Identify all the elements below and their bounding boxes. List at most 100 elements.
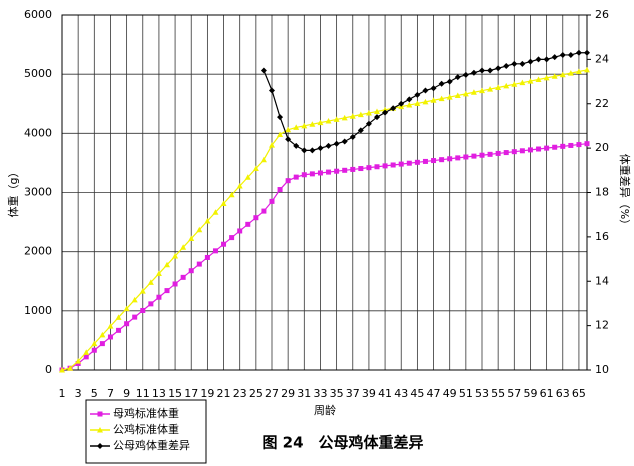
data-point xyxy=(229,235,235,241)
data-point xyxy=(221,241,227,247)
data-point xyxy=(511,149,517,155)
data-point xyxy=(293,174,299,180)
data-point xyxy=(99,341,105,347)
data-point xyxy=(479,152,485,158)
data-point xyxy=(559,71,566,78)
data-point xyxy=(422,87,429,94)
data-point xyxy=(519,148,525,154)
data-point xyxy=(575,68,582,75)
data-point xyxy=(326,169,332,175)
data-point xyxy=(470,69,477,76)
x-tick-label: 61 xyxy=(540,387,554,400)
data-point xyxy=(164,288,170,294)
data-point xyxy=(349,113,356,119)
data-point xyxy=(91,347,97,353)
x-tick-label: 39 xyxy=(362,387,376,400)
data-point xyxy=(543,74,550,81)
series-line xyxy=(61,143,588,371)
data-point xyxy=(503,63,510,70)
x-tick-label: 13 xyxy=(152,387,166,400)
data-point xyxy=(244,174,251,180)
data-point xyxy=(260,156,267,163)
x-tick-label: 55 xyxy=(491,387,505,400)
data-point xyxy=(91,340,98,347)
data-point xyxy=(430,97,437,103)
data-point xyxy=(487,86,494,92)
y2-tick-label: 26 xyxy=(595,8,609,21)
y-tick-label: 1000 xyxy=(24,304,52,317)
y-tick-label: 2000 xyxy=(24,245,52,258)
data-point xyxy=(454,92,461,98)
data-point xyxy=(124,321,130,327)
data-point xyxy=(253,215,259,221)
data-point xyxy=(123,305,130,312)
data-point xyxy=(220,200,227,207)
data-point xyxy=(325,142,332,149)
data-point xyxy=(188,268,194,274)
y2-tick-label: 10 xyxy=(595,363,609,376)
y-tick-label: 4000 xyxy=(24,126,52,139)
data-point xyxy=(455,155,461,161)
legend-label: 母鸡标准体重 xyxy=(113,406,179,420)
data-point xyxy=(511,60,518,67)
data-point xyxy=(487,67,494,74)
data-point xyxy=(431,158,437,164)
data-point xyxy=(252,165,259,171)
data-point xyxy=(107,334,113,340)
data-point xyxy=(584,141,590,147)
data-point xyxy=(406,96,413,103)
legend-marker xyxy=(97,427,103,433)
data-point xyxy=(382,106,389,113)
data-point xyxy=(180,274,186,280)
x-tick-label: 37 xyxy=(346,387,360,400)
data-point xyxy=(503,82,510,89)
data-point xyxy=(527,58,534,65)
data-point xyxy=(341,138,348,145)
data-point xyxy=(317,170,323,176)
y2-tick-label: 24 xyxy=(595,52,609,65)
data-point xyxy=(261,208,267,214)
data-point xyxy=(551,54,558,61)
x-tick-label: 11 xyxy=(136,387,150,400)
legend-box xyxy=(85,399,207,464)
x-tick-label: 53 xyxy=(475,387,489,400)
x-tick-label: 63 xyxy=(556,387,570,400)
y2-tick-label: 20 xyxy=(595,141,609,154)
x-tick-label: 65 xyxy=(572,387,586,400)
x-tick-label: 43 xyxy=(394,387,408,400)
x-tick-label: 3 xyxy=(75,387,82,400)
data-point xyxy=(204,254,210,260)
data-point xyxy=(503,150,509,156)
data-point xyxy=(285,136,292,143)
y-tick-label: 5000 xyxy=(24,67,52,80)
data-point xyxy=(406,160,412,166)
x-tick-label: 7 xyxy=(107,387,114,400)
data-point xyxy=(236,182,243,189)
data-point xyxy=(334,168,340,174)
data-point xyxy=(519,79,526,86)
data-point xyxy=(301,122,308,129)
data-point xyxy=(422,98,429,105)
data-point xyxy=(317,145,324,152)
data-point xyxy=(568,142,574,148)
data-point xyxy=(584,49,590,56)
data-point xyxy=(317,119,324,126)
y-tick-label: 3000 xyxy=(24,186,52,199)
data-point xyxy=(575,49,582,56)
data-point xyxy=(559,51,566,58)
legend-marker xyxy=(97,411,103,417)
data-point xyxy=(83,349,90,355)
data-point xyxy=(374,108,380,114)
x-tick-label: 33 xyxy=(313,387,327,400)
x-tick-label: 45 xyxy=(410,387,424,400)
data-point xyxy=(527,147,533,153)
data-point xyxy=(390,162,396,168)
data-point xyxy=(148,301,154,307)
data-point xyxy=(67,365,74,371)
plot-frame xyxy=(61,14,588,371)
x-tick-label: 27 xyxy=(265,387,279,400)
data-point xyxy=(341,114,348,121)
data-point xyxy=(349,134,356,141)
data-point xyxy=(269,198,275,204)
y2-axis-label: 体重差异（%） xyxy=(618,154,632,230)
